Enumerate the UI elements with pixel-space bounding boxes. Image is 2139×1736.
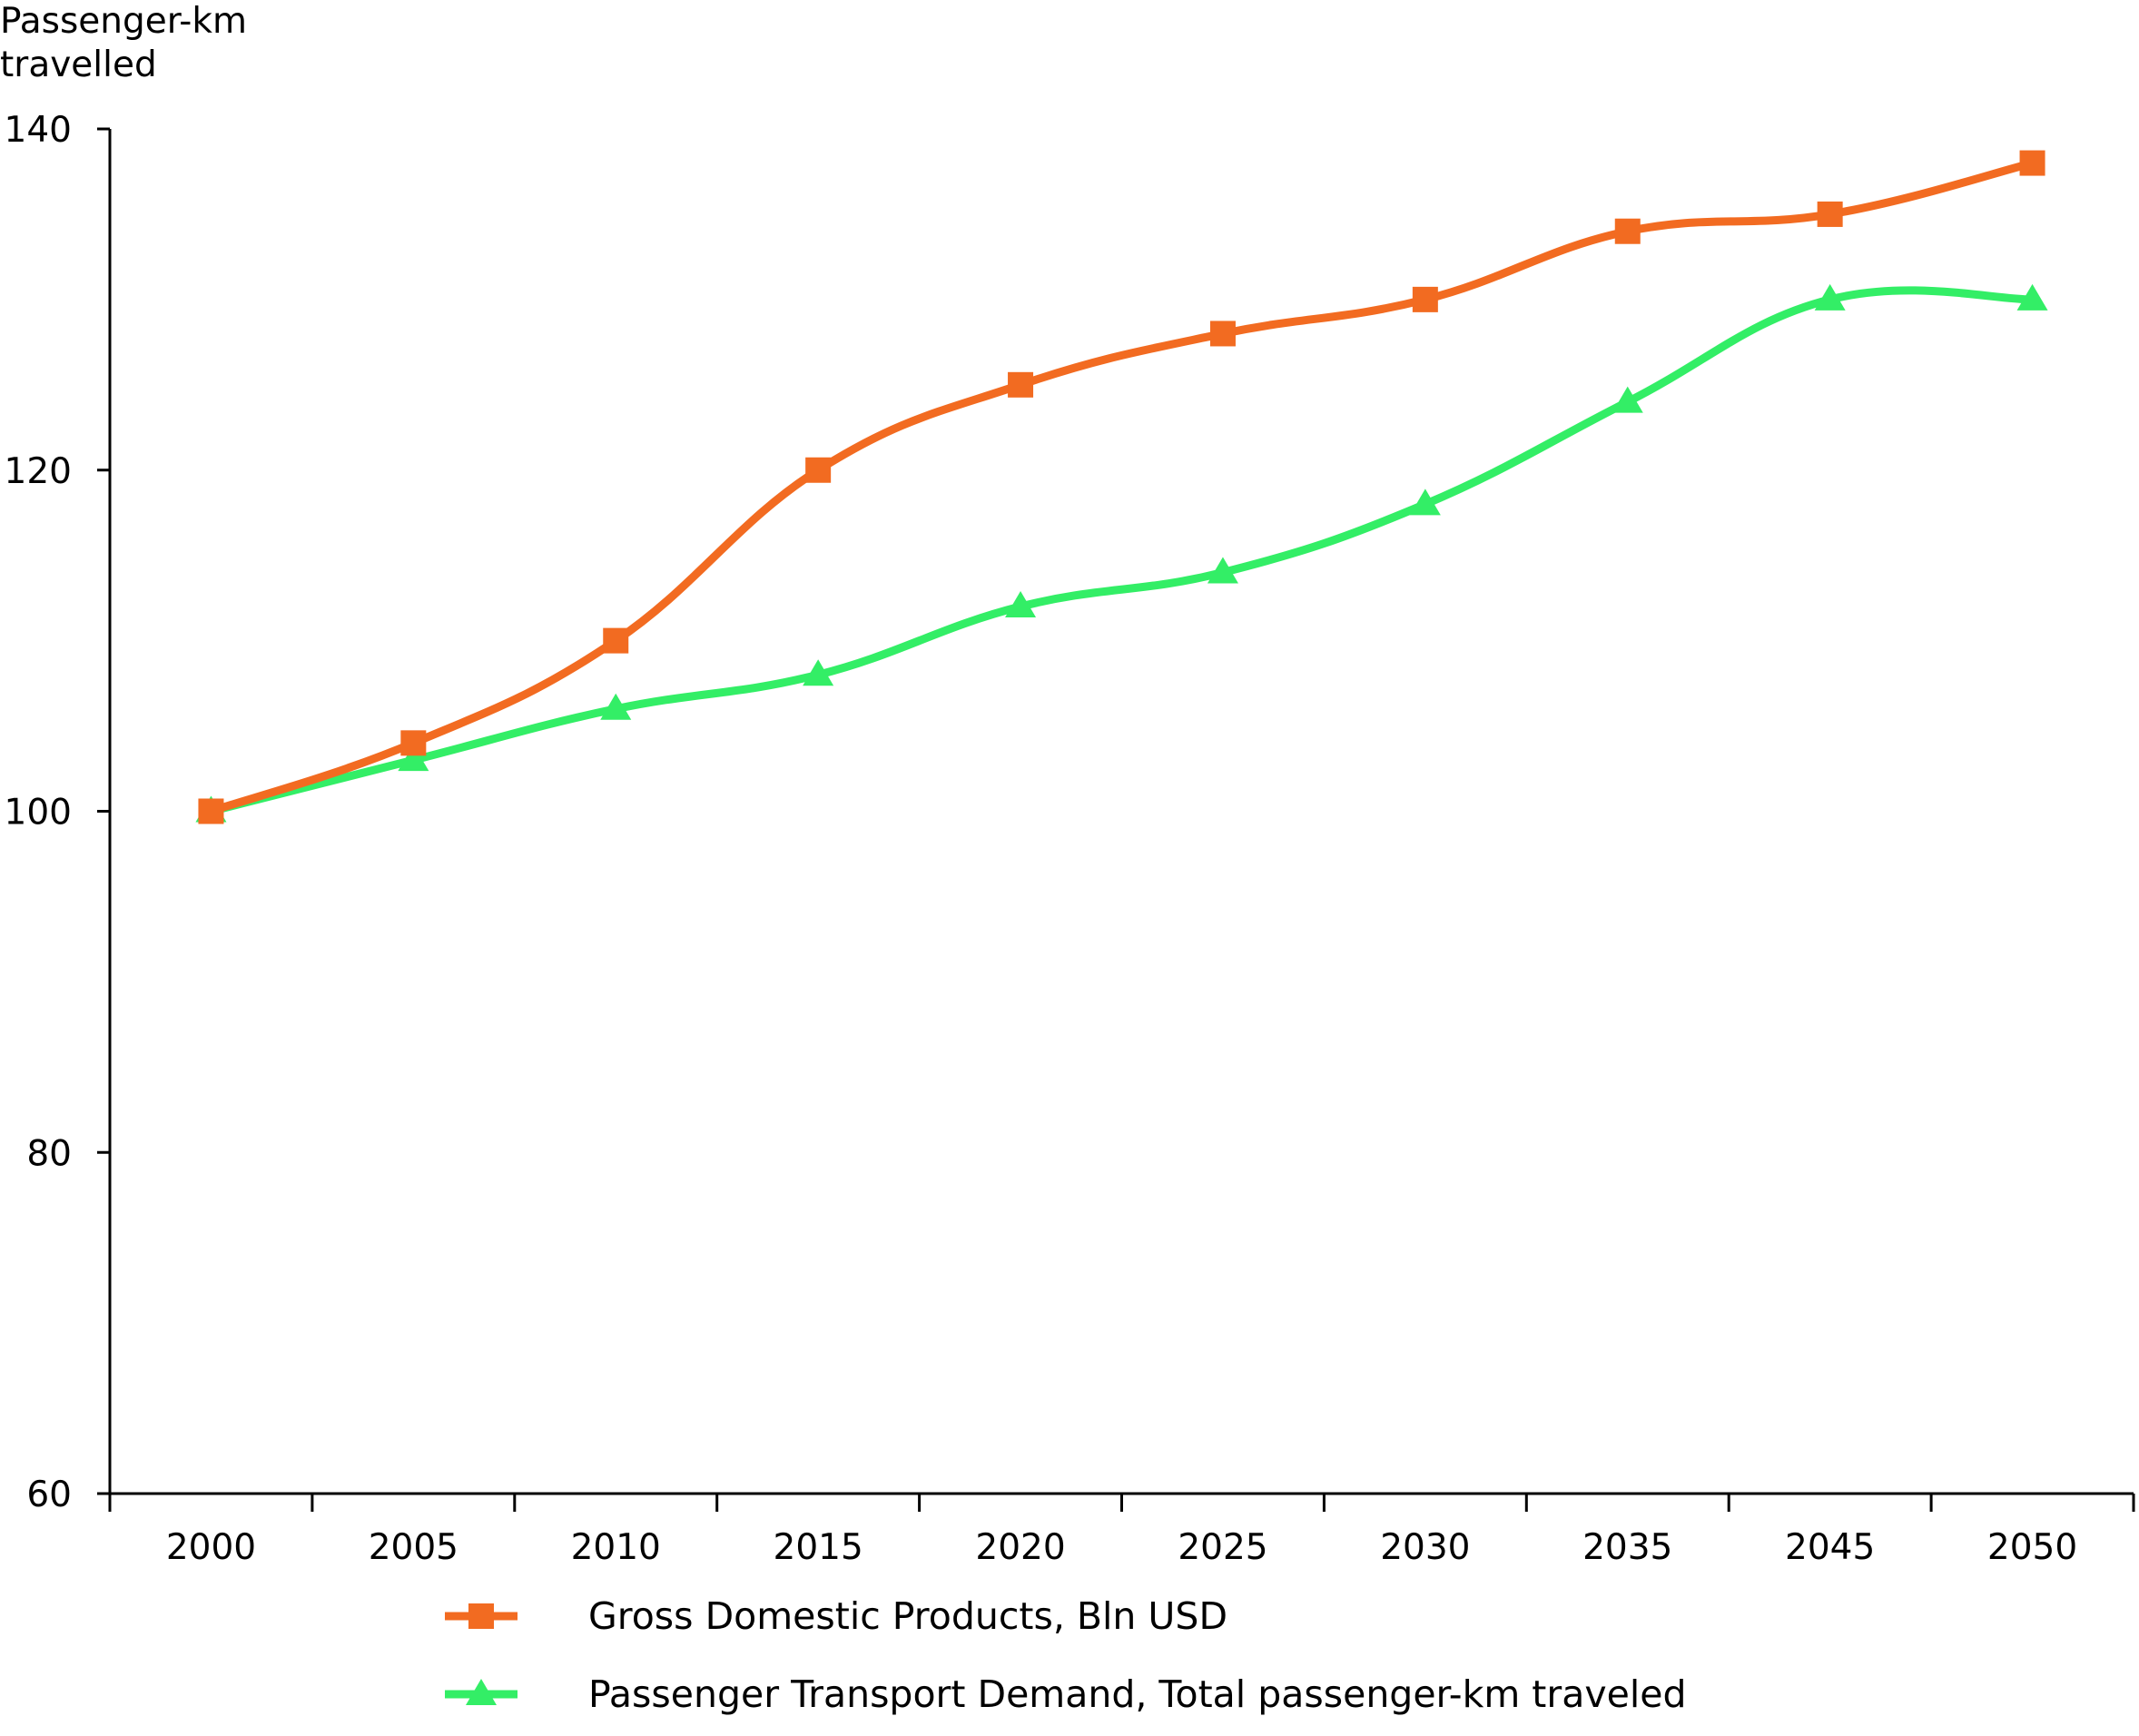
x-tick-label: 2025 [1178, 1527, 1267, 1568]
x-tick-label: 2010 [571, 1527, 661, 1568]
x-tick-label: 2050 [1987, 1527, 2077, 1568]
data-point [398, 745, 429, 772]
series-line [206, 159, 2037, 815]
data-point [400, 730, 427, 756]
y-tick-label: 120 [5, 451, 72, 492]
series-transport-demand [195, 283, 2048, 823]
data-point [1207, 557, 1238, 584]
legend-marker [468, 1603, 494, 1629]
x-tick-label: 2005 [369, 1527, 458, 1568]
data-point [603, 627, 629, 654]
series-layer [195, 150, 2048, 824]
x-tick-label: 2030 [1380, 1527, 1470, 1568]
data-point [600, 693, 632, 720]
y-tick-label: 140 [5, 110, 72, 151]
data-point [1409, 488, 1441, 516]
legend-marker [466, 1679, 497, 1705]
axes: 60 80 100 120 140 2000 2005 2010 2015 2020 2025 203… [5, 110, 2135, 1568]
data-point [1412, 286, 1438, 312]
x-tick-label: 2015 [774, 1527, 863, 1568]
data-point [1008, 371, 1034, 398]
y-tick-label: 60 [26, 1475, 72, 1515]
data-point [1614, 218, 1641, 244]
x-tick-label: 2000 [166, 1527, 256, 1568]
legend-label: Passenger Transport Demand, Total passen… [588, 1672, 1686, 1716]
legend-label: Gross Domestic Products, Bln USD [588, 1594, 1227, 1638]
x-tick-label: 2045 [1785, 1527, 1875, 1568]
y-axis-title-line-2: travelled [0, 44, 157, 85]
y-axis-title-line-1: Passenger-km [0, 1, 247, 42]
legend-item: Gross Domestic Products, Bln USD [445, 1594, 1227, 1638]
data-point [1209, 321, 1236, 347]
data-point [2016, 283, 2048, 311]
data-point [1612, 386, 1643, 413]
legend-item: Passenger Transport Demand, Total passen… [445, 1672, 1686, 1716]
y-tick-label: 80 [26, 1133, 72, 1174]
data-point [2019, 150, 2045, 176]
data-point [198, 798, 224, 824]
x-tick-label: 2020 [975, 1527, 1065, 1568]
data-point [1817, 201, 1843, 227]
series-gdp [198, 150, 2045, 824]
data-point [1005, 591, 1037, 618]
legend: Gross Domestic Products, Bln USD Passenge… [445, 1594, 1686, 1716]
y-tick-label: 100 [5, 793, 72, 833]
x-tick-label: 2035 [1582, 1527, 1672, 1568]
data-point [803, 659, 834, 686]
series-line [206, 286, 2037, 815]
data-point [805, 457, 832, 483]
data-point [1814, 283, 1846, 311]
